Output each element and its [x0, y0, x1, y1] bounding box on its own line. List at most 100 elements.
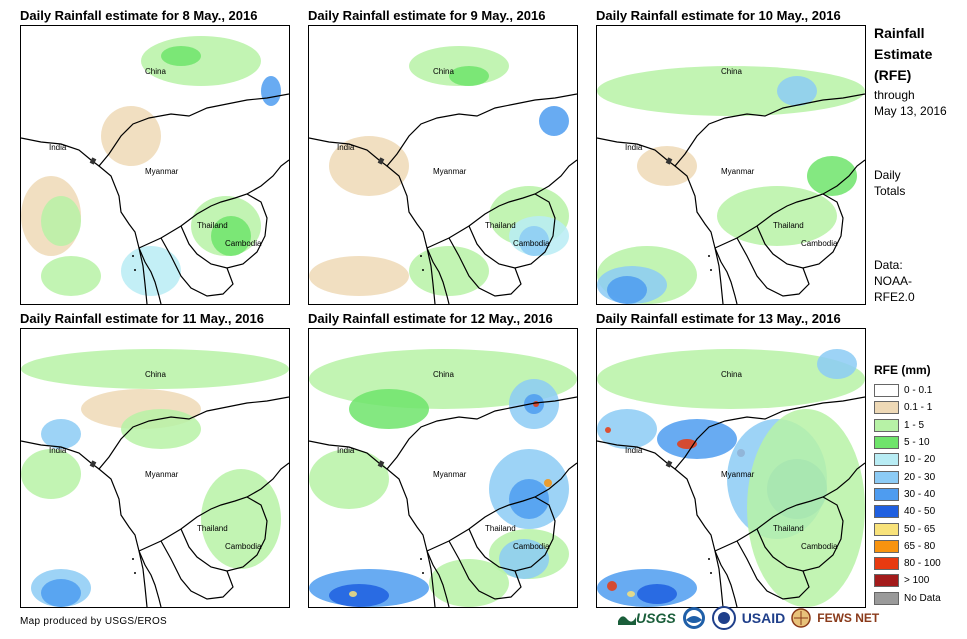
- label-myanmar: Myanmar: [145, 167, 179, 176]
- legend-item: 80 - 100: [874, 555, 941, 572]
- label-china: China: [145, 67, 166, 76]
- legend-label: 40 - 50: [904, 506, 936, 518]
- legend-item: 0 - 0.1: [874, 382, 941, 399]
- side-totals: Totals: [874, 184, 906, 198]
- legend-label: 1 - 5: [904, 419, 925, 431]
- rainfall-map-svg: China India Myanmar Thailand Cambodia: [309, 349, 577, 607]
- label-cambodia: Cambodia: [225, 239, 262, 248]
- label-cambodia: Cambodia: [801, 239, 838, 248]
- label-india: India: [337, 143, 355, 152]
- legend-label: 65 - 80: [904, 540, 936, 552]
- legend-item: 10 - 20: [874, 451, 941, 468]
- rainfall-map: China India Myanmar Thailand Cambodia: [308, 25, 578, 305]
- legend-item: 65 - 80: [874, 538, 941, 555]
- legend-swatch: [874, 522, 899, 536]
- panel-title: Daily Rainfall estimate for 8 May., 2016: [20, 8, 258, 23]
- legend-swatch: [874, 436, 899, 450]
- rainfall-map: China India Myanmar Thailand Cambodia: [20, 328, 290, 608]
- legend-item: 30 - 40: [874, 486, 941, 503]
- legend-label: 10 - 20: [904, 454, 936, 466]
- fews-globe-icon: [791, 608, 811, 628]
- panel-title: Daily Rainfall estimate for 11 May., 201…: [20, 311, 264, 326]
- legend-label: 0 - 0.1: [904, 385, 933, 397]
- legend-item: 40 - 50: [874, 503, 941, 520]
- side-through: through: [874, 88, 915, 102]
- panel-title: Daily Rainfall estimate for 12 May., 201…: [308, 311, 553, 326]
- legend-label: 20 - 30: [904, 471, 936, 483]
- label-india: India: [49, 143, 67, 152]
- map-panel: Daily Rainfall estimate for 10 May., 201…: [596, 8, 866, 305]
- legend: 0 - 0.1 0.1 - 1 1 - 5 5 - 10 10 - 20 20 …: [874, 382, 941, 607]
- legend-swatch: [874, 574, 899, 588]
- legend-label: 50 - 65: [904, 523, 936, 535]
- fews-net-logo: FEWS NET: [817, 611, 880, 625]
- usgs-logo: USGS: [618, 610, 676, 626]
- label-myanmar: Myanmar: [433, 167, 467, 176]
- rainfall-map-svg: China India Myanmar Thailand Cambodia: [597, 349, 865, 607]
- legend-swatch: [874, 418, 899, 432]
- label-thailand: Thailand: [485, 524, 516, 533]
- rainfall-map-svg: China India Myanmar Thailand Cambodia: [309, 46, 577, 304]
- legend-swatch: [874, 505, 899, 519]
- side-data-rfe: RFE2.0: [874, 290, 915, 304]
- legend-item: 50 - 65: [874, 520, 941, 537]
- side-data-label: Data:: [874, 258, 903, 272]
- legend-swatch: [874, 487, 899, 501]
- rainfall-map: China India Myanmar Thailand Cambodia: [20, 25, 290, 305]
- panel-title: Daily Rainfall estimate for 9 May., 2016: [308, 8, 546, 23]
- map-panel: Daily Rainfall estimate for 13 May., 201…: [596, 311, 866, 608]
- label-china: China: [145, 370, 166, 379]
- label-myanmar: Myanmar: [433, 470, 467, 479]
- label-india: India: [337, 446, 355, 455]
- side-daily: Daily: [874, 168, 901, 182]
- legend-swatch: [874, 470, 899, 484]
- credit-text: Map produced by USGS/EROS: [20, 616, 168, 627]
- label-india: India: [625, 143, 643, 152]
- label-myanmar: Myanmar: [145, 470, 179, 479]
- legend-label: > 100: [904, 575, 930, 587]
- side-title-line1: Rainfall: [874, 25, 925, 41]
- legend-item: 5 - 10: [874, 434, 941, 451]
- rainfall-map: China India Myanmar Thailand Cambodia: [596, 25, 866, 305]
- label-cambodia: Cambodia: [225, 542, 262, 551]
- map-panel: Daily Rainfall estimate for 9 May., 2016…: [308, 8, 578, 305]
- label-thailand: Thailand: [197, 524, 228, 533]
- label-china: China: [721, 370, 742, 379]
- legend-label: 5 - 10: [904, 437, 930, 449]
- rainfall-map: China India Myanmar Thailand Cambodia: [308, 328, 578, 608]
- label-cambodia: Cambodia: [513, 542, 550, 551]
- side-data-noaa: NOAA-: [874, 274, 913, 288]
- legend-swatch: [874, 557, 899, 571]
- legend-swatch: [874, 453, 899, 467]
- label-india: India: [49, 446, 67, 455]
- legend-item: > 100: [874, 572, 941, 589]
- legend-item: 0.1 - 1: [874, 399, 941, 416]
- side-date: May 13, 2016: [874, 104, 947, 118]
- legend-label: 30 - 40: [904, 488, 936, 500]
- label-myanmar: Myanmar: [721, 470, 755, 479]
- label-cambodia: Cambodia: [513, 239, 550, 248]
- map-panel: Daily Rainfall estimate for 11 May., 201…: [20, 311, 290, 608]
- usgs-wave-icon: [618, 616, 636, 625]
- usaid-logo: USAID: [741, 610, 786, 626]
- label-china: China: [433, 370, 454, 379]
- label-cambodia: Cambodia: [801, 542, 838, 551]
- legend-swatch: [874, 401, 899, 415]
- map-panel: Daily Rainfall estimate for 12 May., 201…: [308, 311, 578, 608]
- legend-item: 1 - 5: [874, 417, 941, 434]
- label-india: India: [625, 446, 643, 455]
- label-thailand: Thailand: [197, 221, 228, 230]
- label-myanmar: Myanmar: [721, 167, 755, 176]
- noaa-logo-icon: [682, 607, 705, 629]
- legend-item: No Data: [874, 590, 941, 607]
- legend-label: 0.1 - 1: [904, 402, 933, 414]
- rainfall-map-svg: China India Myanmar Thailand Cambodia: [21, 349, 289, 607]
- legend-swatch: [874, 591, 899, 605]
- label-china: China: [721, 67, 742, 76]
- panel-title: Daily Rainfall estimate for 10 May., 201…: [596, 8, 841, 23]
- rainfall-map-svg: China India Myanmar Thailand Cambodia: [21, 36, 289, 304]
- side-title-line2: Estimate: [874, 46, 933, 62]
- legend-label: 80 - 100: [904, 558, 941, 570]
- label-thailand: Thailand: [773, 221, 804, 230]
- usaid-seal-icon: [711, 606, 736, 630]
